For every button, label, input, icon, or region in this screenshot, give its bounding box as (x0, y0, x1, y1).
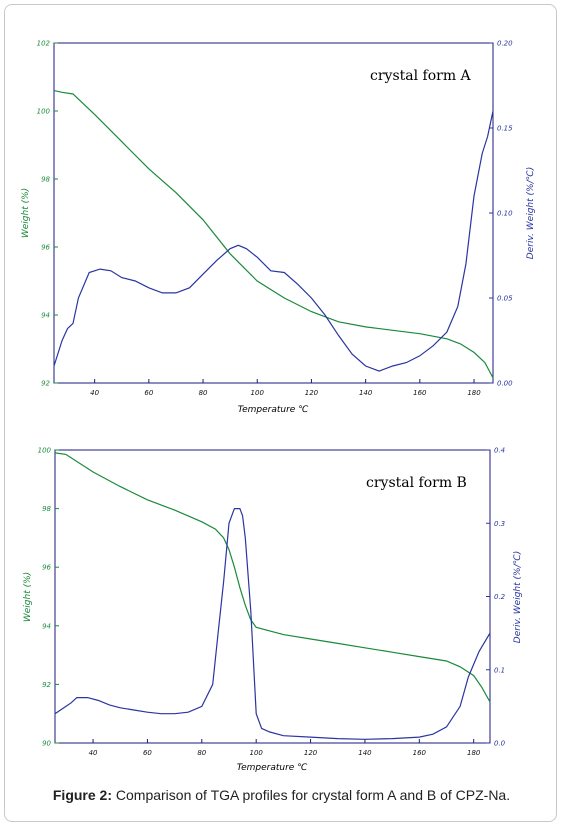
deriv-weight-curve-b (54, 508, 491, 740)
y-axis-label-right-a: Deriv. Weight (%/℃) (526, 167, 536, 259)
weight-curve-b (54, 452, 491, 703)
x-tick-label-b: 180 (467, 749, 481, 757)
annotation-b: crystal form B (366, 475, 467, 491)
y-left-tick-label-b: 96 (42, 564, 51, 572)
y-left-tick-label-b: 90 (42, 740, 51, 748)
y-right-tick-label-b: 0.2 (494, 593, 506, 601)
y-left-tick-label-a: 102 (37, 40, 51, 48)
y-axis-label-right-b: Deriv. Weight (%/℃) (513, 551, 523, 643)
annotation-a: crystal form A (370, 68, 472, 84)
x-tick-label-a: 140 (359, 389, 373, 397)
x-tick-label-a: 60 (144, 389, 153, 397)
chart-crystal-form-a: 40 60 80 100 120 140 160 180 92 94 96 98 100 102 0.00 0… (21, 40, 536, 416)
y-right-tick-label-b: 0.0 (494, 740, 506, 748)
y-right-tick-label-a: 0.10 (497, 210, 513, 218)
figure-frame (4, 4, 557, 822)
y-right-tick-label-b: 0.4 (494, 447, 505, 455)
x-tick-label-a: 40 (90, 389, 99, 397)
x-tick-label-b: 160 (413, 749, 427, 757)
x-tick-label-b: 40 (89, 749, 98, 757)
y-left-tick-label-a: 92 (41, 380, 50, 388)
caption-text: Comparison of TGA profiles for crystal f… (112, 787, 511, 803)
y-left-tick-label-b: 92 (42, 681, 51, 689)
y-right-tick-label-a: 0.05 (497, 295, 513, 303)
y-left-tick-label-a: 98 (41, 176, 50, 184)
y-axis-label-left-a: Weight (%) (21, 188, 31, 238)
plot-area-a (53, 42, 494, 384)
y-left-tick-label-b: 94 (42, 622, 51, 630)
y-left-tick-label-a: 96 (41, 244, 50, 252)
plot-area-b (54, 449, 491, 744)
x-tick-label-b: 140 (358, 749, 372, 757)
x-tick-label-a: 160 (413, 389, 427, 397)
y-left-tick-label-a: 94 (41, 312, 50, 320)
deriv-weight-curve-a (53, 110, 494, 372)
x-axis-label-a: Temperature ℃ (238, 405, 309, 415)
weight-curve-a (53, 90, 494, 379)
x-tick-label-a: 120 (305, 389, 319, 397)
y-axis-label-left-b: Weight (%) (23, 572, 33, 622)
y-left-tick-label-b: 100 (38, 447, 52, 455)
y-right-tick-label-a: 0.20 (497, 40, 513, 48)
caption-label: Figure 2: (52, 787, 112, 803)
x-tick-label-a: 100 (251, 389, 265, 397)
figure-caption: Figure 2: Comparison of TGA profiles for… (0, 787, 563, 803)
x-tick-label-b: 60 (143, 749, 152, 757)
y-right-tick-label-b: 0.3 (494, 520, 505, 528)
chart-crystal-form-b: 40 60 80 100 120 140 160 180 90 92 94 96 98 100 0.0 0.1… (23, 447, 523, 774)
x-tick-label-a: 180 (467, 389, 481, 397)
x-tick-label-b: 120 (304, 749, 318, 757)
y-left-tick-label-a: 100 (37, 108, 51, 116)
y-right-tick-label-a: 0.00 (497, 380, 513, 388)
x-tick-label-b: 100 (250, 749, 264, 757)
x-axis-label-b: Temperature ℃ (237, 763, 308, 773)
y-right-tick-label-b: 0.1 (494, 666, 505, 674)
y-right-tick-label-a: 0.15 (497, 125, 513, 133)
y-left-tick-label-b: 98 (42, 505, 51, 513)
x-tick-label-b: 80 (197, 749, 206, 757)
x-tick-label-a: 80 (199, 389, 208, 397)
